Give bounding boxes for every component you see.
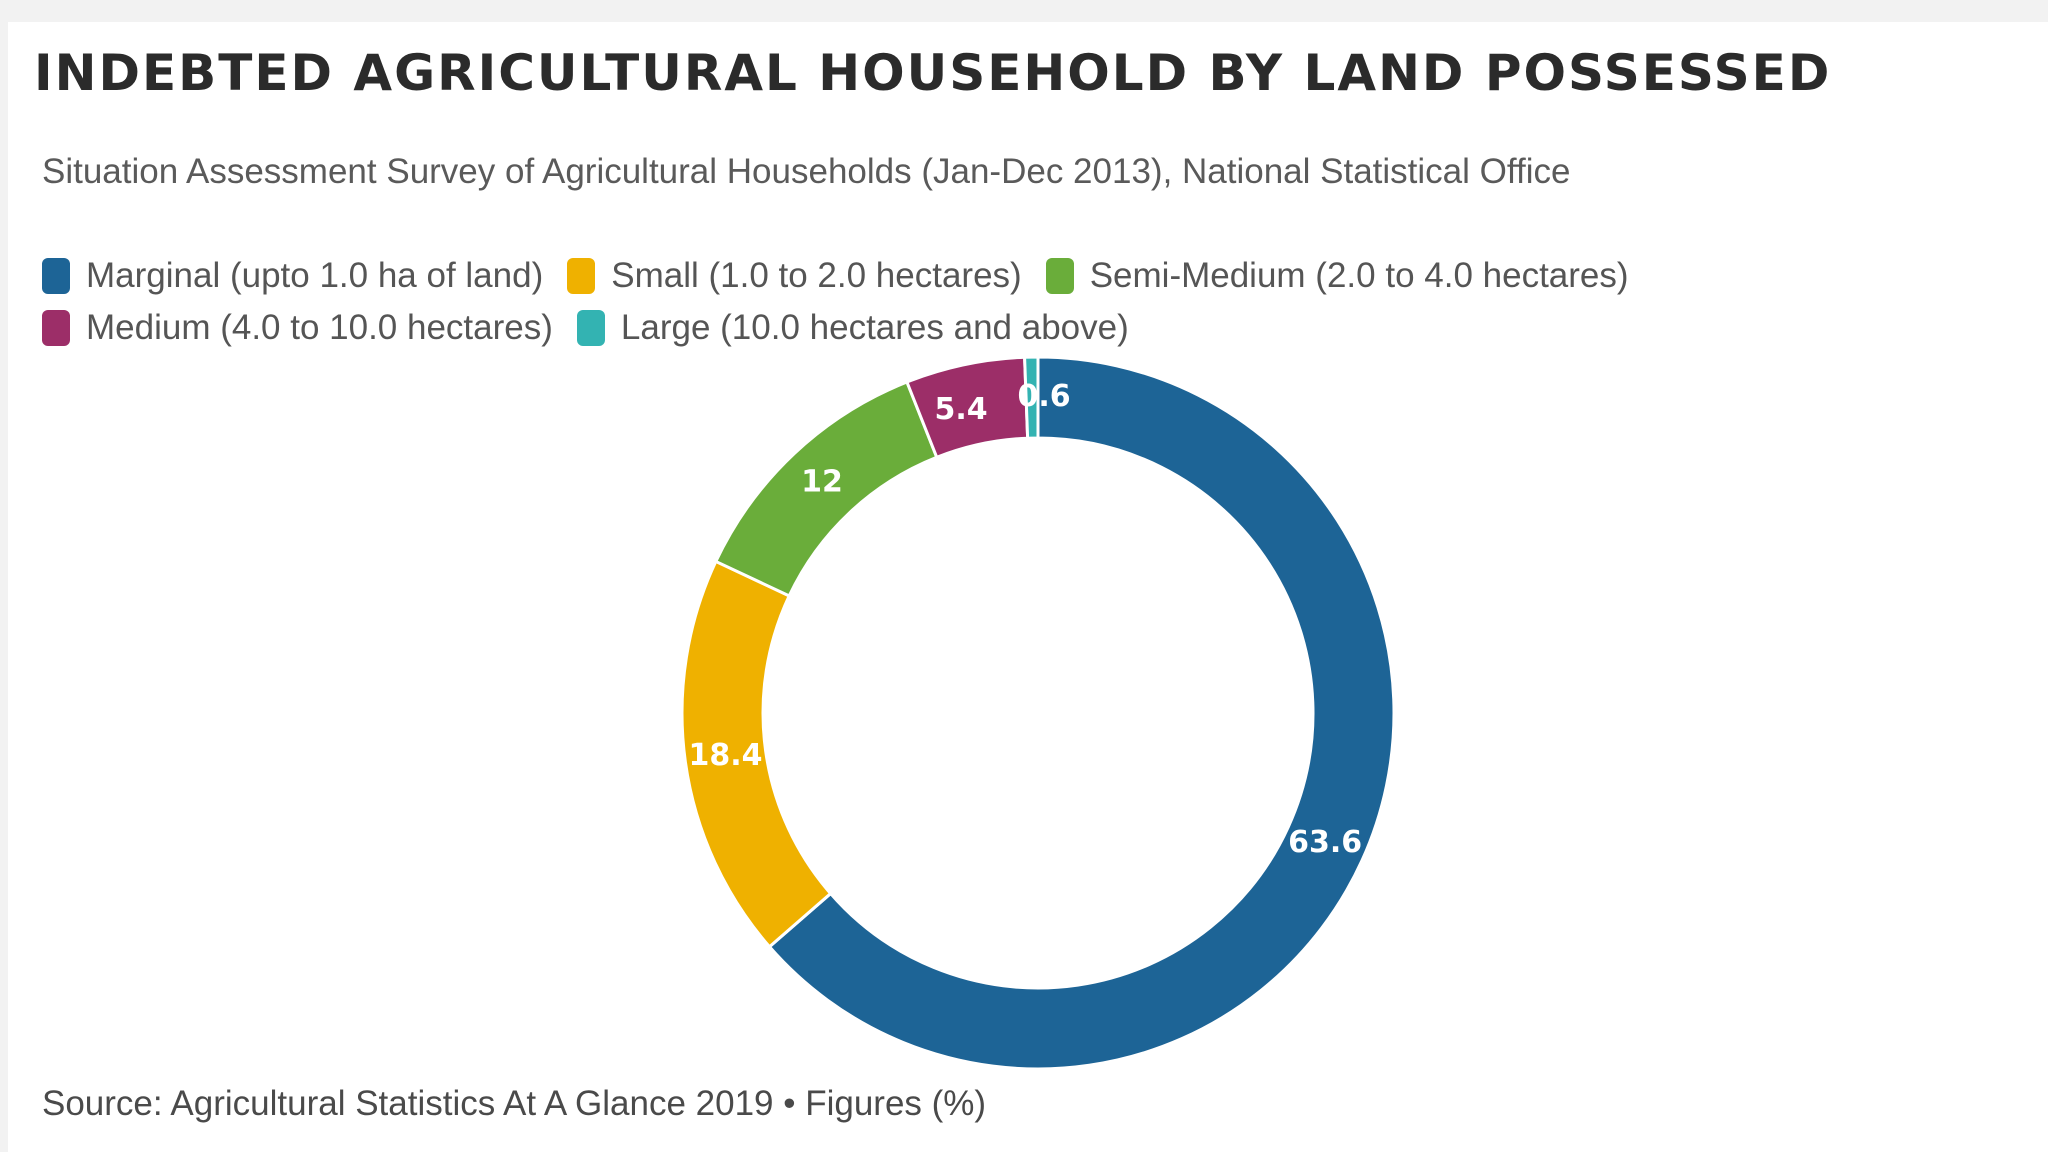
legend-item-small: Small (1.0 to 2.0 hectares): [567, 256, 1022, 296]
data-label-small: 18.4: [688, 738, 762, 773]
chart-card: [8, 22, 2048, 1152]
data-label-large: 0.6: [1017, 379, 1070, 414]
legend-label-large: Large (10.0 hectares and above): [620, 308, 1129, 347]
legend-label-marginal: Marginal (upto 1.0 ha of land): [86, 256, 544, 295]
legend-item-large: Large (10.0 hectares and above): [576, 308, 1129, 348]
slice-large: [1023, 355, 1040, 440]
legend-swatch-large: [576, 310, 605, 346]
chart-title: INDEBTED AGRICULTURAL HOUSEHOLD BY LAND …: [34, 44, 1832, 102]
legend-item-medium: Medium (4.0 to 10.0 hectares): [42, 308, 553, 348]
slice-marginal: [767, 355, 1396, 1071]
legend-swatch-marginal: [42, 258, 70, 294]
legend-label-semi-medium: Semi-Medium (2.0 to 4.0 hectares): [1089, 256, 1629, 295]
chart-subtitle: Situation Assessment Survey of Agricultu…: [42, 152, 1571, 191]
legend-swatch-small: [567, 258, 596, 294]
legend: Marginal (upto 1.0 ha of land) Small (1.…: [42, 250, 2022, 354]
data-label-semi-medium: 12: [801, 465, 843, 500]
data-label-medium: 5.4: [934, 392, 987, 427]
legend-item-semi-medium: Semi-Medium (2.0 to 4.0 hectares): [1045, 256, 1629, 296]
legend-row-1: Marginal (upto 1.0 ha of land) Small (1.…: [42, 250, 2022, 302]
legend-item-marginal: Marginal (upto 1.0 ha of land): [42, 256, 543, 296]
chart-source: Source: Agricultural Statistics At A Gla…: [42, 1084, 987, 1123]
legend-label-medium: Medium (4.0 to 10.0 hectares): [86, 308, 553, 347]
legend-row-2: Medium (4.0 to 10.0 hectares) Large (10.…: [42, 302, 2022, 354]
legend-swatch-medium: [42, 310, 70, 346]
legend-label-small: Small (1.0 to 2.0 hectares): [611, 256, 1022, 295]
legend-swatch-semi-medium: [1045, 258, 1074, 294]
data-label-marginal: 63.6: [1288, 825, 1362, 860]
